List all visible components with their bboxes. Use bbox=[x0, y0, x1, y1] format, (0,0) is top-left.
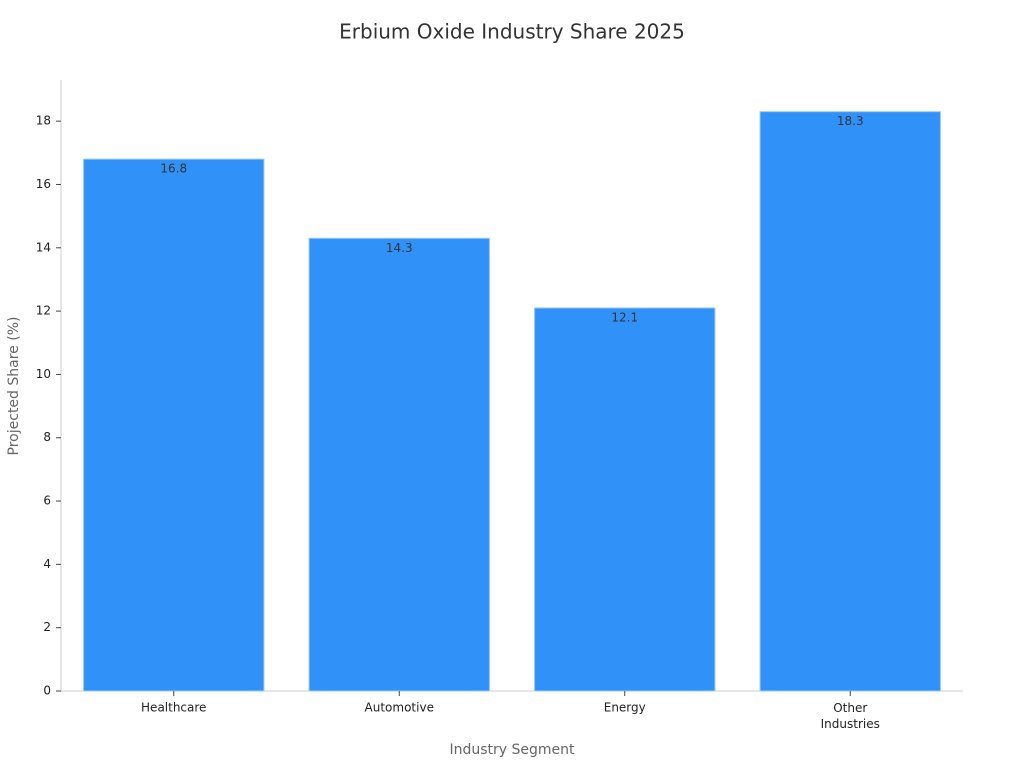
bar bbox=[308, 237, 490, 692]
y-tick-label: 14 bbox=[36, 240, 51, 254]
value-label: 16.8 bbox=[160, 162, 187, 176]
bar bbox=[759, 111, 941, 692]
y-tick-label: 2 bbox=[43, 620, 51, 634]
x-tick-label: Energy bbox=[604, 701, 646, 715]
y-tick-label: 4 bbox=[43, 557, 51, 571]
bar bbox=[83, 158, 265, 692]
value-label: 12.1 bbox=[611, 310, 638, 324]
y-tick-label: 0 bbox=[43, 684, 51, 698]
value-label: 18.3 bbox=[837, 114, 864, 128]
y-tick-label: 8 bbox=[43, 430, 51, 444]
x-tick-label: Other Industries bbox=[821, 701, 880, 731]
x-axis-label: Industry Segment bbox=[449, 742, 575, 758]
x-tick-label: Automotive bbox=[365, 701, 434, 715]
value-label: 14.3 bbox=[386, 241, 413, 255]
y-tick-label: 6 bbox=[43, 494, 51, 508]
chart-title: Erbium Oxide Industry Share 2025 bbox=[339, 20, 685, 44]
x-tick-label: Healthcare bbox=[141, 701, 206, 715]
y-tick-label: 18 bbox=[36, 114, 51, 128]
y-tick-label: 16 bbox=[36, 177, 51, 191]
y-tick-label: 10 bbox=[36, 367, 51, 381]
y-tick-label: 12 bbox=[36, 304, 51, 318]
bar bbox=[534, 307, 716, 692]
y-axis-label: Projected Share (%) bbox=[6, 317, 22, 456]
